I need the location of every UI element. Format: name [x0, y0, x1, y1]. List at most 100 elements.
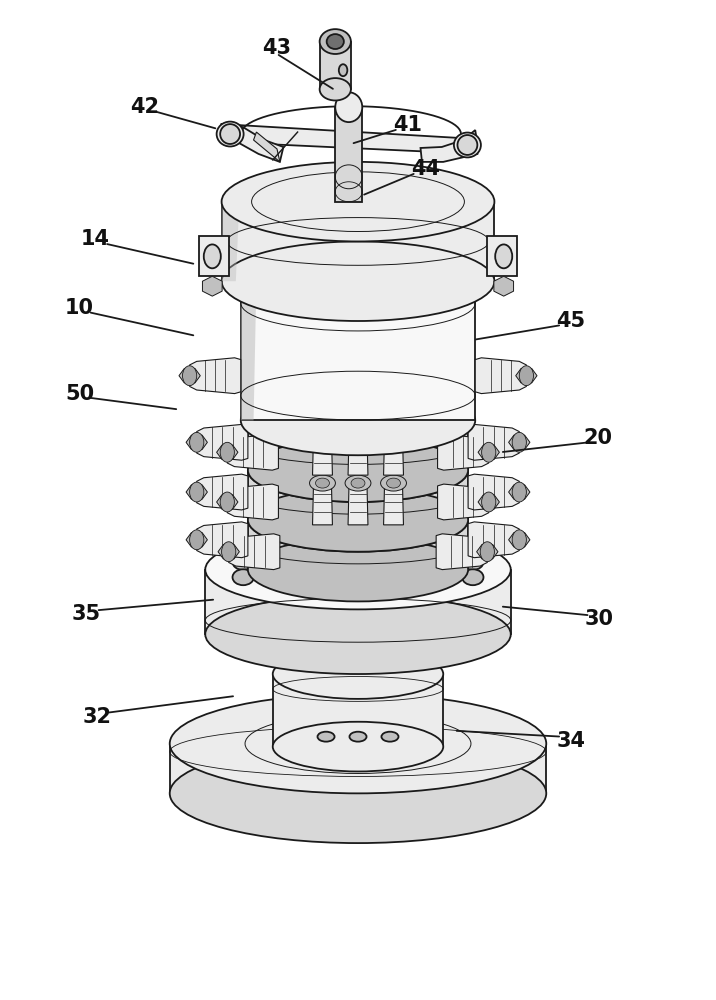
Polygon shape [227, 434, 279, 470]
Ellipse shape [462, 554, 483, 570]
Polygon shape [241, 281, 475, 420]
Polygon shape [348, 433, 368, 475]
Polygon shape [221, 202, 239, 281]
Polygon shape [220, 124, 284, 162]
Ellipse shape [316, 428, 329, 438]
Ellipse shape [369, 540, 390, 556]
Polygon shape [205, 570, 511, 634]
Ellipse shape [273, 649, 443, 699]
Ellipse shape [205, 530, 511, 609]
Polygon shape [508, 435, 530, 450]
Ellipse shape [241, 246, 475, 316]
Ellipse shape [495, 244, 512, 268]
Polygon shape [218, 544, 239, 559]
Text: 45: 45 [556, 311, 586, 331]
Ellipse shape [351, 478, 365, 488]
Polygon shape [494, 276, 513, 296]
Ellipse shape [273, 722, 443, 771]
Ellipse shape [482, 492, 495, 512]
Polygon shape [241, 281, 256, 420]
Ellipse shape [217, 122, 243, 146]
Polygon shape [273, 674, 443, 747]
Ellipse shape [233, 554, 254, 570]
Polygon shape [384, 433, 404, 475]
Ellipse shape [381, 425, 407, 441]
Polygon shape [190, 358, 241, 394]
Text: 20: 20 [584, 428, 613, 448]
Polygon shape [179, 368, 200, 383]
Polygon shape [477, 544, 498, 559]
Ellipse shape [512, 530, 526, 550]
Polygon shape [437, 434, 489, 470]
Text: 30: 30 [585, 609, 614, 629]
Ellipse shape [221, 241, 495, 321]
Polygon shape [488, 236, 517, 276]
Polygon shape [199, 236, 228, 276]
Ellipse shape [482, 442, 495, 462]
Ellipse shape [190, 482, 204, 502]
Ellipse shape [480, 542, 495, 562]
Text: 32: 32 [83, 707, 112, 727]
Ellipse shape [248, 488, 468, 552]
Polygon shape [186, 533, 208, 547]
Ellipse shape [204, 244, 221, 268]
Text: 42: 42 [130, 97, 160, 117]
Polygon shape [186, 485, 208, 499]
Ellipse shape [454, 133, 481, 157]
Polygon shape [248, 470, 468, 520]
Ellipse shape [326, 34, 344, 49]
Polygon shape [478, 495, 499, 509]
Ellipse shape [241, 386, 475, 455]
Ellipse shape [512, 482, 526, 502]
Polygon shape [221, 202, 495, 281]
Polygon shape [197, 522, 248, 558]
Text: 43: 43 [262, 38, 291, 58]
Ellipse shape [335, 92, 362, 122]
Ellipse shape [387, 478, 400, 488]
Ellipse shape [183, 366, 197, 386]
Ellipse shape [309, 475, 335, 491]
Polygon shape [227, 484, 279, 520]
Ellipse shape [205, 594, 511, 674]
Polygon shape [437, 484, 489, 520]
Ellipse shape [248, 488, 468, 552]
Polygon shape [186, 435, 208, 450]
Ellipse shape [458, 135, 478, 155]
Polygon shape [217, 445, 238, 460]
Ellipse shape [170, 694, 546, 793]
Polygon shape [221, 124, 478, 154]
Polygon shape [468, 424, 519, 460]
Ellipse shape [319, 78, 351, 100]
Ellipse shape [221, 442, 234, 462]
Text: 50: 50 [65, 384, 94, 404]
Polygon shape [248, 520, 468, 570]
Polygon shape [384, 483, 404, 525]
Ellipse shape [221, 124, 240, 144]
Ellipse shape [233, 569, 254, 585]
Polygon shape [197, 474, 248, 510]
Polygon shape [248, 420, 468, 470]
Polygon shape [197, 424, 248, 460]
Text: 41: 41 [393, 115, 422, 135]
Ellipse shape [248, 389, 468, 452]
Polygon shape [335, 107, 362, 202]
Polygon shape [217, 495, 238, 509]
Ellipse shape [221, 542, 236, 562]
Ellipse shape [221, 492, 234, 512]
Polygon shape [253, 132, 280, 162]
Polygon shape [475, 358, 526, 394]
Ellipse shape [345, 425, 371, 441]
Polygon shape [228, 534, 280, 570]
Ellipse shape [369, 584, 390, 600]
Polygon shape [170, 744, 546, 793]
Ellipse shape [339, 64, 347, 76]
Text: 10: 10 [65, 298, 94, 318]
Polygon shape [203, 276, 222, 296]
Ellipse shape [345, 475, 371, 491]
Ellipse shape [381, 475, 407, 491]
Polygon shape [319, 42, 351, 89]
Ellipse shape [316, 478, 329, 488]
Ellipse shape [248, 538, 468, 601]
Ellipse shape [317, 732, 334, 742]
Polygon shape [348, 483, 368, 525]
